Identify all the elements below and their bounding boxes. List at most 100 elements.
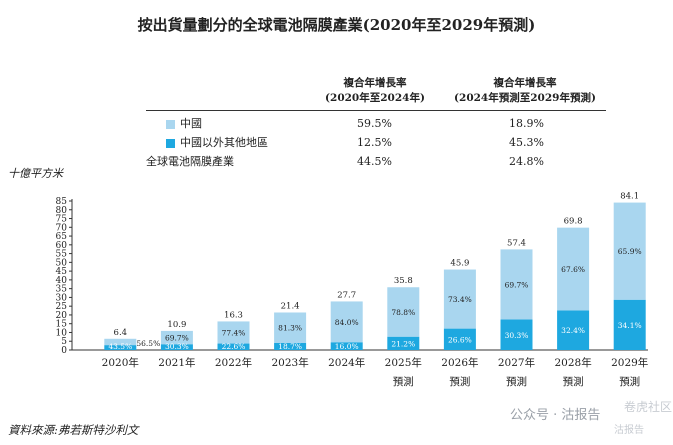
y-tick-label: 80 [56, 206, 68, 216]
pct-label-china: 84.0% [335, 318, 359, 327]
pct-label-china: 69.7% [505, 280, 529, 289]
pct-label-china: 77.4% [222, 328, 246, 337]
bar-segment-china [443, 269, 476, 329]
table-header-col1-line2: (2020年至2024年) [325, 92, 425, 104]
pct-label-rest: 43.5% [108, 342, 132, 351]
bar-segment-rest [217, 343, 250, 350]
pct-label-china: 56.5% [136, 339, 160, 348]
y-tick-label: 20 [56, 311, 68, 321]
bar-segment-rest [500, 319, 533, 350]
y-tick-label: 35 [56, 285, 68, 295]
y-tick-label: 75 [56, 215, 68, 225]
table-header-col2-line2: (2024年預測至2029年預測) [454, 92, 596, 104]
bar-segment-rest [557, 310, 590, 350]
watermark-text: 公众号 · 沽报告 [510, 408, 601, 423]
bar-total-label: 10.9 [167, 320, 186, 330]
x-category-sublabel: 預測 [449, 375, 470, 388]
bar-segment-china [387, 287, 420, 337]
bar-segment-china [330, 301, 363, 343]
bar-segment-rest [443, 328, 476, 350]
x-category-sublabel: 預測 [506, 375, 527, 388]
bar-total-label: 21.4 [281, 301, 300, 311]
pct-label-rest: 22.6% [222, 342, 246, 351]
bar-segment-china [557, 227, 590, 311]
table-cell: 45.3% [509, 136, 544, 149]
bar-segment-china [613, 202, 646, 300]
pct-label-rest: 18.7% [278, 342, 302, 351]
pct-label-china: 78.8% [391, 308, 415, 317]
x-category-label: 2025年 [385, 356, 422, 369]
pct-label-rest: 26.6% [448, 335, 472, 344]
bar-total-label: 16.3 [224, 310, 243, 320]
x-category-label: 2029年 [611, 356, 648, 369]
bar-segment-china [500, 249, 533, 320]
table-divider [146, 110, 606, 111]
table-cell: 12.5% [357, 136, 392, 149]
pct-label-china: 73.4% [448, 295, 472, 304]
x-category-label: 2023年 [271, 356, 308, 369]
pct-label-rest: 30.3% [505, 331, 529, 340]
bar-segment-rest [160, 344, 193, 350]
x-category-label: 2024年 [328, 356, 365, 369]
x-category-label: 2028年 [554, 356, 591, 369]
bar-segment-china [160, 330, 193, 345]
table-cell: 59.5% [357, 117, 392, 130]
bar-segment-rest [104, 345, 137, 350]
y-tick-label: 85 [56, 197, 68, 207]
pct-label-rest: 21.2% [391, 339, 415, 348]
x-category-label: 2027年 [498, 356, 535, 369]
x-category-label: 2021年 [158, 356, 195, 369]
pct-label-china: 65.9% [618, 247, 642, 256]
table-cell: 24.8% [509, 155, 544, 168]
bar-segment-rest [387, 336, 420, 350]
x-category-label: 2026年 [441, 356, 478, 369]
y-tick-label: 70 [56, 223, 68, 233]
y-tick-label: 5 [61, 337, 67, 347]
bar-segment-china [104, 338, 137, 346]
x-category-sublabel: 預測 [619, 375, 640, 388]
x-category-sublabel: 預測 [563, 375, 584, 388]
chart-title: 按出貨量劃分的全球電池隔膜產業(2020年至2029年預測) [137, 16, 536, 34]
y-tick-label: 65 [56, 232, 68, 242]
bar-segment-rest [613, 299, 646, 350]
bar-total-label: 69.8 [564, 217, 583, 227]
x-category-label: 2022年 [215, 356, 252, 369]
table-cell: 44.5% [357, 155, 392, 168]
y-tick-label: 55 [56, 250, 68, 260]
table-row-label: 中國 [180, 117, 202, 130]
pct-label-china: 81.3% [278, 324, 302, 333]
bar-segment-rest [330, 342, 363, 350]
y-tick-label: 60 [56, 241, 68, 251]
table-row-label: 全球電池隔膜產業 [146, 155, 234, 168]
table-row-label: 中國以外其他地區 [180, 136, 268, 149]
bar-total-label: 35.8 [394, 276, 413, 286]
table-cell: 18.9% [509, 117, 544, 130]
pct-label-rest: 16.0% [335, 342, 359, 351]
x-category-label: 2020年 [102, 356, 139, 369]
y-axis-unit-label: 十億平方米 [8, 167, 63, 180]
source-note: 資料來源:弗若斯特沙利文 [8, 423, 139, 437]
x-category-sublabel: 預測 [393, 375, 414, 388]
bar-total-label: 27.7 [337, 290, 356, 300]
y-tick-label: 10 [56, 328, 68, 338]
bar-total-label: 45.9 [450, 259, 469, 269]
pct-label-china: 67.6% [561, 265, 585, 274]
y-tick-label: 0 [61, 346, 67, 356]
pct-label-rest: 30.3% [165, 342, 189, 351]
watermark-corner-2: 沽报告 [614, 425, 644, 436]
y-tick-label: 30 [56, 293, 68, 303]
bar-segment-rest [274, 342, 307, 350]
bar-segment-china [274, 312, 307, 343]
pct-label-china: 69.7% [165, 334, 189, 343]
y-tick-label: 40 [56, 276, 68, 286]
bar-total-label: 6.4 [114, 328, 128, 338]
bar-total-label: 84.1 [620, 192, 639, 202]
pct-label-rest: 32.4% [561, 326, 585, 335]
watermark-corner-1: 卷虎社区 [624, 400, 673, 414]
table-header-col1-line1: 複合年增長率 [343, 77, 407, 89]
y-tick-label: 45 [56, 267, 68, 277]
bar-segment-china [217, 321, 250, 344]
y-tick-label: 25 [56, 302, 68, 312]
bar-total-label: 57.4 [507, 238, 526, 248]
